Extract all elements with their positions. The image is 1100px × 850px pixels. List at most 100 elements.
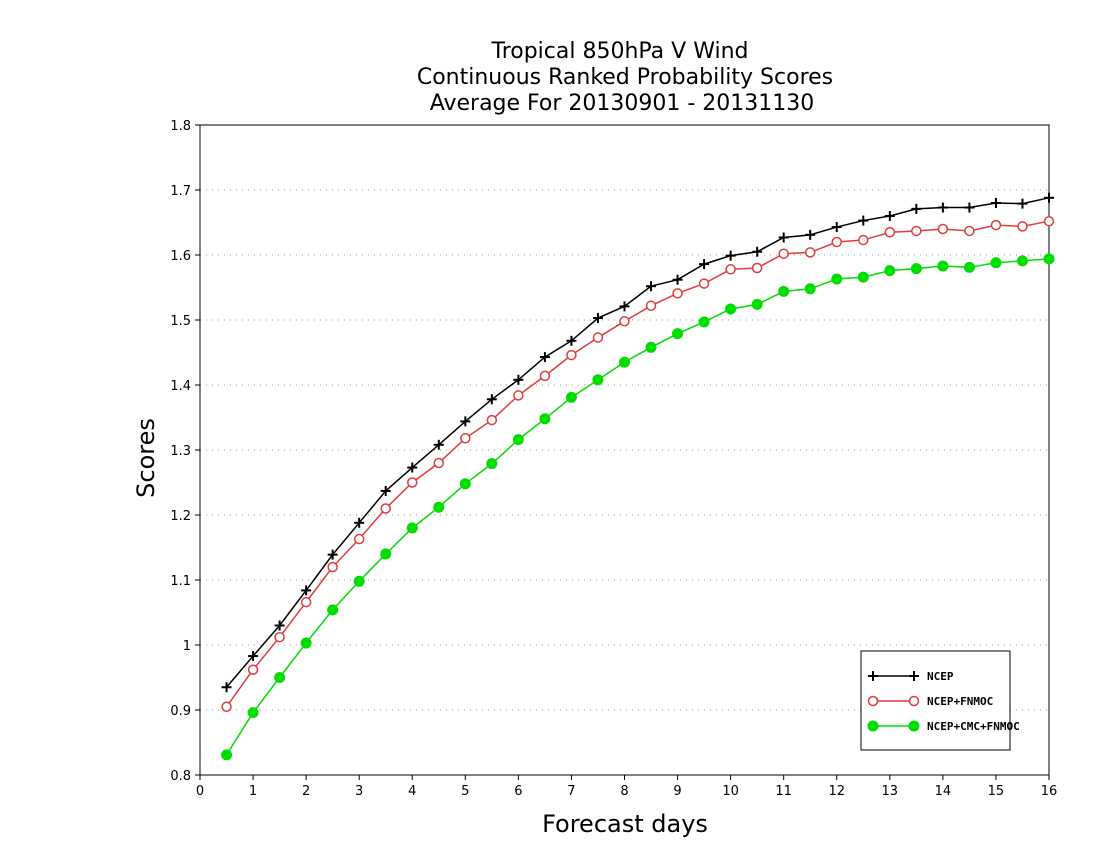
- data-point: [353, 575, 365, 587]
- data-point: [646, 281, 657, 292]
- data-point: [619, 316, 630, 327]
- data-point: [698, 316, 710, 328]
- data-point: [327, 549, 338, 560]
- data-point: [486, 414, 498, 426]
- data-point: [805, 229, 816, 240]
- data-point: [911, 203, 922, 214]
- data-point: [672, 274, 683, 285]
- data-point: [672, 288, 683, 299]
- data-point: [247, 707, 259, 719]
- legend-marker: [867, 695, 879, 707]
- x-tick-label: 6: [514, 784, 522, 799]
- y-tick-label: 1.7: [170, 184, 191, 199]
- data-point: [592, 374, 604, 386]
- legend-item: NCEP: [868, 670, 954, 683]
- y-tick-label: 1: [183, 639, 191, 654]
- data-point: [725, 303, 737, 315]
- series-0: [221, 192, 1054, 693]
- legend-item: NCEP+CMC+FNMOC: [867, 720, 1020, 733]
- data-point: [619, 301, 630, 312]
- x-tick-label: 4: [408, 784, 416, 799]
- data-point: [407, 477, 418, 488]
- data-point: [248, 651, 259, 662]
- legend-marker: [867, 720, 879, 732]
- data-point: [1043, 215, 1055, 227]
- x-tick-label: 12: [828, 784, 845, 799]
- data-point: [380, 503, 391, 514]
- data-point: [274, 672, 286, 683]
- data-point: [858, 215, 869, 226]
- data-point: [699, 259, 710, 270]
- data-point: [274, 631, 285, 643]
- data-point: [433, 457, 445, 469]
- data-point: [486, 458, 498, 470]
- data-point: [645, 341, 657, 353]
- data-point: [433, 501, 445, 513]
- x-tick-label: 14: [935, 784, 952, 799]
- data-point: [301, 585, 312, 596]
- data-point: [964, 202, 975, 213]
- data-point: [910, 263, 922, 275]
- y-tick-label: 0.9: [170, 704, 191, 719]
- legend-label: NCEP+FNMOC: [927, 695, 993, 708]
- x-tick-label: 2: [302, 784, 310, 799]
- data-point: [804, 283, 816, 295]
- data-point: [407, 462, 418, 473]
- y-tick-label: 1.5: [170, 314, 191, 329]
- data-point: [380, 485, 391, 496]
- data-point: [539, 413, 551, 425]
- legend-marker: [868, 671, 878, 681]
- data-point: [247, 664, 259, 675]
- x-tick-label: 7: [567, 784, 575, 799]
- y-tick-label: 1.6: [170, 249, 191, 264]
- data-point: [221, 749, 233, 761]
- data-point: [327, 561, 338, 573]
- data-point: [937, 223, 949, 235]
- y-tick-label: 1.4: [170, 379, 191, 394]
- data-point: [778, 248, 789, 259]
- axis-ticks: 0.80.911.11.21.31.41.51.61.71.80 1 2 3 4 5 6 7 8…: [170, 119, 1057, 799]
- data-point: [354, 517, 365, 528]
- data-point: [221, 701, 232, 712]
- data-point: [1044, 192, 1054, 203]
- series-1: [221, 215, 1055, 712]
- data-point: [459, 478, 471, 490]
- data-point: [831, 222, 842, 233]
- data-point: [460, 416, 471, 427]
- data-point: [486, 394, 497, 405]
- data-point: [645, 300, 657, 311]
- data-point: [566, 335, 577, 346]
- data-point: [1017, 221, 1028, 232]
- legend-item: NCEP+FNMOC: [867, 695, 993, 708]
- data-point: [221, 682, 232, 693]
- x-tick-label: 1: [249, 784, 257, 799]
- data-point: [752, 246, 763, 257]
- data-point: [751, 298, 763, 310]
- data-point: [778, 232, 789, 243]
- data-point: [433, 439, 444, 450]
- data-point: [1017, 198, 1028, 209]
- data-point: [990, 219, 1002, 231]
- data-point: [725, 264, 736, 275]
- data-point: [751, 262, 763, 274]
- series-line: [225, 220, 1050, 708]
- data-point: [274, 620, 285, 631]
- data-point: [858, 234, 869, 246]
- data-point: [990, 198, 1001, 208]
- title-line-2: Continuous Ranked Probability Scores: [417, 65, 833, 90]
- data-point: [592, 332, 604, 343]
- series-line: [225, 197, 1050, 688]
- data-point: [460, 433, 471, 444]
- data-point: [513, 374, 524, 385]
- data-point: [592, 313, 603, 324]
- x-axis-label: Forecast days: [542, 810, 708, 838]
- x-tick-label: 13: [882, 784, 899, 799]
- data-point: [937, 260, 949, 272]
- x-tick-label: 10: [722, 784, 739, 799]
- x-tick-label: 0: [196, 784, 204, 799]
- data-point: [565, 391, 577, 403]
- data-point: [300, 596, 312, 608]
- data-point: [566, 349, 577, 361]
- data-point: [963, 261, 975, 273]
